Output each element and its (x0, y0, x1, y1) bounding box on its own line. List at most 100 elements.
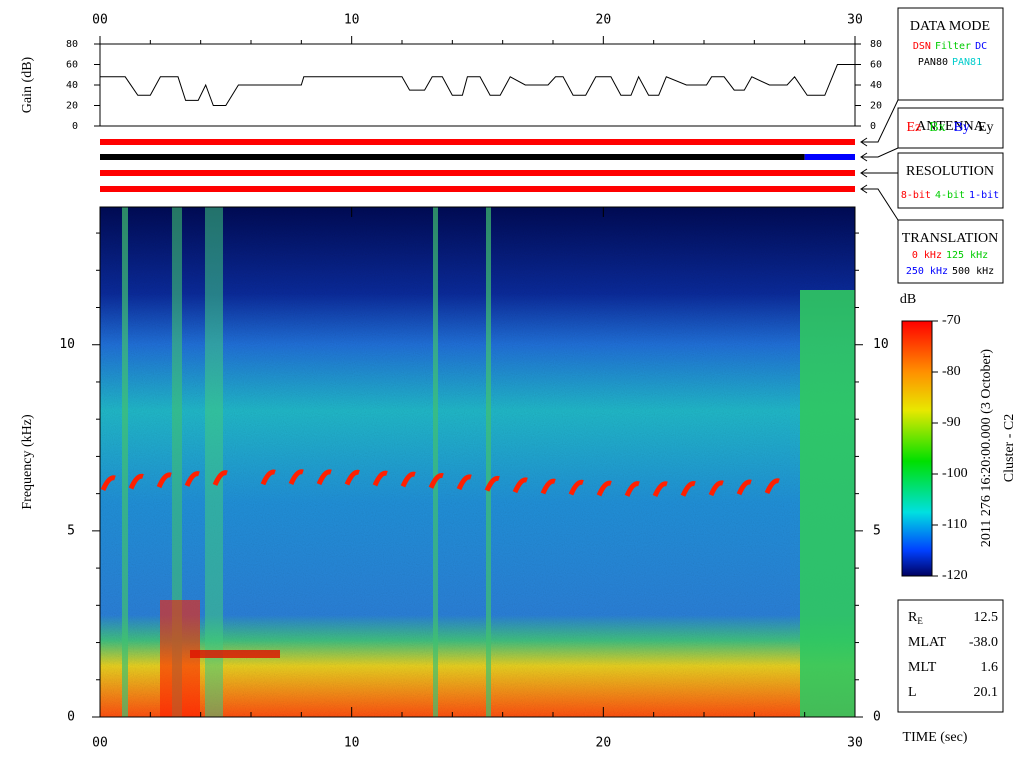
x-tick-label: 30 (847, 736, 863, 751)
status-bar (100, 186, 855, 192)
y-tick-label: 60 (66, 60, 78, 71)
y-tick-label-right: 10 (873, 337, 889, 352)
y-tick-label-right: 0 (870, 121, 876, 132)
info-label-text: MLAT (908, 635, 947, 650)
arrowhead (860, 152, 868, 162)
colorbar (901, 320, 933, 577)
info-label: MLAT (908, 635, 947, 650)
legend-item: 1-bit (969, 190, 999, 201)
connector (862, 188, 899, 221)
colorbar-tick-label: -90 (942, 415, 961, 430)
legend-row: 250 kHz 500 kHz (906, 266, 994, 277)
spectrogram-burst (160, 600, 200, 717)
spectrogram-feature (316, 469, 332, 486)
y-tick-label-right: 60 (870, 60, 882, 71)
spectrogram-region (800, 290, 855, 717)
legend-item: 125 kHz (946, 250, 988, 261)
spectrogram-feature (190, 650, 280, 658)
legend-box (897, 219, 1004, 284)
legend-item: PAN80 (918, 57, 948, 68)
x-tick-label: 00 (92, 736, 108, 751)
info-value: 20.1 (974, 685, 999, 700)
y-tick-label: 40 (66, 80, 78, 91)
frequency-axis-label: Frequency (kHz) (20, 414, 35, 510)
spectrogram-feature (764, 478, 780, 495)
spectrogram-feature (652, 481, 668, 498)
y-tick-label-right: 40 (870, 80, 882, 91)
arrowhead (860, 137, 868, 147)
timestamp: 2011 276 16:20:00.000 (3 October) (979, 349, 994, 548)
info-label-text: R (908, 610, 918, 625)
info-box (897, 599, 1004, 713)
status-bar (804, 154, 855, 160)
legend-item: 500 kHz (952, 266, 994, 277)
info-value: 1.6 (981, 660, 999, 675)
status-bar (100, 139, 855, 145)
legend-item: By (954, 120, 970, 135)
status-bar (100, 170, 855, 176)
legend-item: 0 kHz (912, 250, 942, 261)
spectrogram-feature (484, 475, 500, 492)
spectrogram-texture (100, 207, 855, 717)
legend-title: ANTENNA (916, 119, 985, 134)
gain-frame (99, 43, 856, 127)
info-label: L (908, 685, 917, 700)
connectors (860, 99, 899, 221)
legend-item: Bx (929, 120, 945, 135)
legend-item: Filter (935, 41, 971, 52)
spectrogram-features (100, 469, 780, 498)
legend-item: Ez (906, 120, 921, 135)
spectrogram-feature (456, 474, 472, 491)
time-axis-label: TIME (sec) (903, 730, 968, 745)
y-tick-label: 0 (72, 121, 78, 132)
spacecraft: Cluster - C2 (1002, 414, 1017, 482)
spectrogram-feature (428, 472, 444, 489)
spectrogram-feature (680, 481, 696, 497)
legend-item: 8-bit (901, 190, 931, 201)
connector (862, 99, 899, 143)
spectrogram-feature (596, 480, 612, 497)
legend-item: DSN (913, 41, 931, 52)
y-tick-label: 5 (67, 523, 75, 538)
legend-item: 4-bit (935, 190, 965, 201)
info-label-text: L (908, 685, 917, 700)
legend-box (897, 107, 1004, 149)
info-label-text: MLT (908, 660, 937, 675)
spectrogram-frame (99, 206, 856, 718)
info-value: 12.5 (974, 610, 999, 625)
spectrogram-feature (260, 469, 276, 486)
x-tick-label: 30 (847, 13, 863, 28)
spectrogram-feature (372, 470, 388, 487)
info-label-sub: E (917, 616, 923, 626)
spectrogram-feature (568, 479, 584, 496)
spectrogram-feature (212, 470, 228, 486)
gain-axis-label: Gain (dB) (20, 56, 35, 113)
spectrogram-image (100, 207, 855, 717)
legend-row: DSN Filter DC (913, 41, 987, 52)
y-tick-label-right: 0 (873, 710, 881, 725)
legend-row: Ez Bx By Ey (906, 120, 993, 135)
spectrogram-feature (288, 469, 304, 486)
legend-title: DATA MODE (910, 19, 990, 34)
spectrogram-feature (624, 481, 640, 497)
legend-title: RESOLUTION (906, 164, 994, 179)
legend-box (897, 152, 1004, 209)
colorbar-tick-label: -70 (942, 313, 961, 328)
colorbar-tick-label: -80 (942, 364, 961, 379)
y-tick-label: 20 (66, 101, 78, 112)
legend-title: TRANSLATION (902, 231, 998, 246)
x-tick-label: 10 (344, 13, 360, 28)
spectrogram-feature (708, 480, 724, 497)
info-label: RE (908, 610, 923, 626)
x-tick-label: 00 (92, 13, 108, 28)
colorbar-tick-label: -100 (942, 466, 968, 481)
spectrogram-feature (184, 471, 200, 487)
x-tick-label: 20 (596, 736, 612, 751)
y-tick-label: 10 (59, 337, 75, 352)
x-tick-label: 10 (344, 736, 360, 751)
info-label: MLT (908, 660, 937, 675)
spectrogram-stripe (172, 207, 182, 717)
spectrogram-stripe (122, 207, 128, 717)
colorbar-tick-label: -120 (942, 568, 968, 583)
